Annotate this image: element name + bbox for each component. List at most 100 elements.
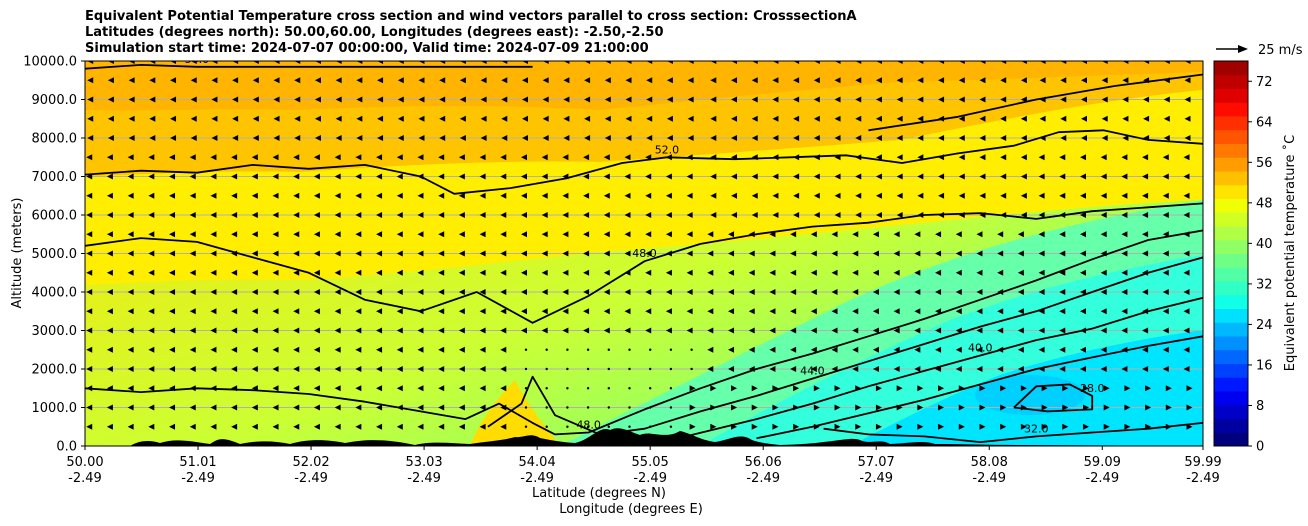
wind-vector — [273, 61, 280, 64]
wind-vector — [1079, 289, 1086, 295]
wind-vector — [521, 96, 528, 103]
wind-vector — [583, 154, 590, 161]
wind-vector — [148, 289, 155, 295]
wind-vector — [417, 289, 424, 295]
wind-vector — [875, 77, 882, 84]
wind-vector — [210, 423, 217, 430]
wind-vector — [649, 367, 652, 371]
wind-vector — [417, 269, 424, 276]
wind-vector — [1100, 192, 1107, 199]
wind-vector — [189, 269, 196, 276]
wind-vector — [896, 385, 903, 392]
wind-vector — [790, 289, 797, 295]
wind-vector — [148, 154, 155, 161]
wind-vector — [1121, 154, 1128, 161]
wind-vector — [334, 404, 341, 411]
wind-vector — [855, 96, 862, 103]
wind-vector — [1059, 250, 1066, 257]
wind-vector — [377, 115, 384, 122]
wind-vector — [169, 423, 176, 430]
wind-vector — [607, 406, 611, 409]
wind-vector — [86, 346, 93, 353]
chart-title-line-1: Equivalent Potential Temperature cross s… — [85, 9, 857, 24]
x-tick-label-lon: -2.49 — [68, 471, 102, 486]
wind-vector — [438, 212, 445, 218]
wind-vector — [731, 61, 738, 64]
wind-vector — [232, 135, 239, 141]
wind-vector — [107, 77, 114, 84]
wind-vector — [689, 404, 696, 411]
wind-vector — [293, 346, 300, 353]
wind-vector — [252, 61, 259, 64]
wind-vector — [958, 61, 965, 64]
wind-vector — [293, 404, 300, 411]
wind-vector — [1163, 61, 1170, 64]
wind-vector — [645, 289, 652, 295]
wind-vector — [1020, 61, 1027, 64]
wind-vector — [438, 366, 445, 372]
wind-vector — [645, 308, 652, 315]
wind-vector — [86, 192, 93, 199]
wind-vector — [603, 154, 610, 161]
wind-vector — [603, 250, 610, 257]
wind-vector — [669, 387, 673, 390]
wind-vector — [148, 212, 155, 218]
wind-vector — [790, 308, 797, 315]
wind-vector — [979, 135, 986, 141]
wind-vector — [417, 231, 424, 238]
y-axis-label: Altitude (meters) — [10, 198, 25, 309]
wind-vector — [831, 269, 838, 276]
wind-vector — [106, 231, 113, 238]
wind-vector — [1162, 289, 1169, 295]
wind-vector — [190, 61, 197, 64]
wind-vector — [1186, 385, 1193, 392]
wind-vector — [335, 61, 342, 64]
wind-vector — [855, 115, 862, 122]
wind-vector — [958, 77, 965, 84]
wind-vector — [1017, 231, 1024, 238]
wind-vector — [545, 406, 548, 409]
wind-vector — [458, 423, 465, 430]
wind-vector — [1038, 289, 1045, 295]
wind-vector — [293, 231, 300, 238]
wind-vector — [997, 366, 1004, 372]
wind-vector — [624, 231, 631, 238]
contour-line — [677, 296, 1203, 440]
wind-vector — [1143, 115, 1150, 122]
wind-vector — [313, 289, 320, 295]
wind-vector — [979, 192, 986, 199]
wind-vector — [334, 346, 341, 353]
wind-vector — [976, 327, 983, 334]
wind-vector — [356, 135, 363, 141]
wind-vector — [669, 367, 673, 371]
wind-vector — [645, 212, 652, 218]
wind-vector — [127, 423, 134, 430]
wind-vector — [232, 61, 239, 64]
wind-vector — [86, 212, 93, 218]
wind-vector — [979, 96, 986, 103]
wind-vector — [127, 231, 134, 238]
wind-vector — [272, 423, 279, 430]
wind-vector — [935, 231, 942, 238]
wind-vector — [1059, 154, 1066, 161]
wind-vector — [377, 135, 384, 141]
wind-vector — [334, 308, 341, 315]
wind-vector — [231, 154, 238, 161]
wind-vector — [1038, 173, 1045, 180]
wind-vector — [938, 192, 945, 199]
wind-vector — [875, 385, 882, 392]
wind-vector — [1142, 289, 1149, 295]
wind-vector — [376, 327, 383, 334]
wind-vector — [438, 327, 445, 334]
wind-vector — [872, 269, 879, 276]
wind-vector — [793, 77, 800, 84]
wind-vector — [748, 327, 755, 334]
wind-vector — [603, 308, 610, 315]
wind-vector — [211, 61, 218, 64]
wind-vector — [313, 269, 320, 276]
colorbar-swatch — [1214, 184, 1248, 199]
wind-vector — [958, 96, 965, 103]
wind-vector — [686, 327, 693, 334]
contour-line — [823, 422, 1203, 443]
wind-vector — [1059, 327, 1066, 334]
